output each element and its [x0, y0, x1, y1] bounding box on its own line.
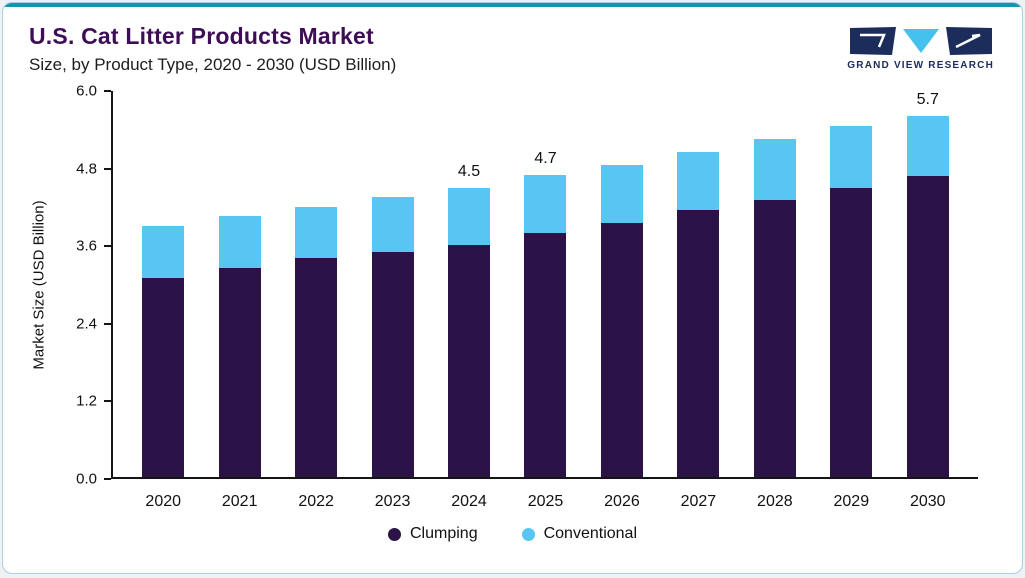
legend-label-conventional: Conventional [543, 525, 637, 542]
gvr-logo-text: GRAND VIEW RESEARCH [847, 60, 994, 71]
x-axis-label: 2021 [221, 493, 258, 510]
x-axis-label: 2024 [451, 493, 487, 510]
y-tick-mark [104, 400, 111, 403]
bar-total-label: 5.7 [916, 91, 939, 108]
bar-segment-clumping [600, 222, 643, 477]
bar-2025: 4.7 2025 [507, 91, 583, 510]
bar-2022: 2022 [278, 91, 354, 510]
y-axis-title-column: Market Size (USD Billion) [21, 91, 57, 479]
bar-segment-clumping [142, 277, 185, 477]
x-axis-label: 2026 [604, 493, 640, 510]
legend-item-clumping: Clumping [388, 525, 478, 543]
plot-area: 2020 2021 2022 2023 4.5 2024 4.7 2025 2026 2027 20… [111, 91, 978, 510]
y-tick-label: 6.0 [76, 82, 97, 100]
bar-segment-clumping [448, 245, 491, 477]
chart: Market Size (USD Billion) 0.0 1.2 2.4 3.6 4.… [3, 75, 1022, 510]
x-axis-label: 2022 [298, 493, 334, 510]
bar-segment-clumping [906, 176, 949, 477]
bar-segment-conventional [371, 197, 414, 252]
y-tick-label: 1.2 [76, 392, 97, 410]
x-axis-label: 2020 [145, 493, 182, 510]
bar-segment-clumping [295, 258, 338, 477]
bar-2021: 2021 [201, 91, 277, 510]
bar-segment-clumping [830, 187, 873, 477]
x-axis-label: 2025 [527, 493, 564, 510]
y-tick-label: 2.4 [76, 315, 97, 333]
x-axis-label: 2023 [374, 493, 411, 510]
clumping-swatch-icon [388, 527, 401, 541]
grand-view-research-logo: GRAND VIEW RESEARCH [847, 27, 994, 71]
y-tick-mark [104, 322, 111, 325]
legend-item-conventional: Conventional [521, 525, 637, 543]
bar-segment-conventional [142, 226, 185, 278]
header: U.S. Cat Litter Products Market Size, by… [3, 7, 1022, 75]
x-axis-label: 2027 [680, 493, 717, 510]
x-axis-label: 2028 [757, 493, 793, 510]
y-tick-label: 0.0 [76, 470, 97, 488]
bar-segment-conventional [677, 152, 720, 211]
bar-2023: 2023 [354, 91, 430, 510]
x-axis-label: 2030 [909, 493, 946, 510]
y-tick-mark [104, 245, 111, 248]
bar-total-label: 4.5 [457, 162, 481, 180]
conventional-swatch-icon [521, 527, 535, 541]
bar-segment-conventional [753, 139, 796, 201]
bar-2024: 4.5 2024 [431, 91, 507, 510]
bar-total-label: 4.7 [534, 149, 557, 167]
y-axis-ticks: 0.0 1.2 2.4 3.6 4.8 6.0 [57, 83, 111, 488]
bar-segment-conventional [295, 206, 338, 259]
bar-2030: 5.7 2030 [890, 91, 966, 510]
page-title: U.S. Cat Litter Products Market [29, 23, 374, 49]
bar-segment-conventional [524, 174, 567, 233]
y-tick-mark [104, 167, 111, 170]
y-tick-label: 4.8 [76, 160, 97, 178]
bar-segment-conventional [830, 126, 873, 188]
bar-2020: 2020 [125, 91, 201, 510]
bar-2028: 2028 [737, 91, 813, 510]
bar-2029: 2029 [813, 91, 889, 510]
y-axis-title: Market Size (USD Billion) [30, 200, 48, 370]
bar-segment-clumping [677, 210, 720, 477]
title-block: U.S. Cat Litter Products Market Size, by… [29, 23, 396, 75]
bar-segment-conventional [448, 187, 491, 246]
x-axis-label: 2029 [833, 493, 870, 510]
y-tick-mark [104, 90, 111, 92]
legend-label-clumping: Clumping [410, 525, 478, 542]
top-accent-line [3, 3, 1022, 7]
y-tick-mark [104, 478, 111, 480]
bar-segment-clumping [218, 267, 261, 477]
y-tick-label: 3.6 [76, 237, 97, 255]
bar-segment-clumping [371, 251, 414, 477]
bar-segment-conventional [906, 116, 949, 177]
page-subtitle: Size, by Product Type, 2020 - 2030 (USD … [29, 55, 397, 74]
bar-segment-clumping [753, 200, 796, 477]
bar-2026: 2026 [584, 91, 660, 510]
bar-segment-conventional [218, 216, 261, 268]
legend: Clumping Conventional [3, 525, 1022, 543]
gvr-logo-icon [849, 27, 992, 55]
bar-segment-conventional [600, 165, 643, 223]
plot-column: 2020 2021 2022 2023 4.5 2024 4.7 2025 2026 2027 20… [111, 91, 978, 510]
bar-2027: 2027 [660, 91, 736, 510]
bar-segment-clumping [524, 232, 567, 477]
